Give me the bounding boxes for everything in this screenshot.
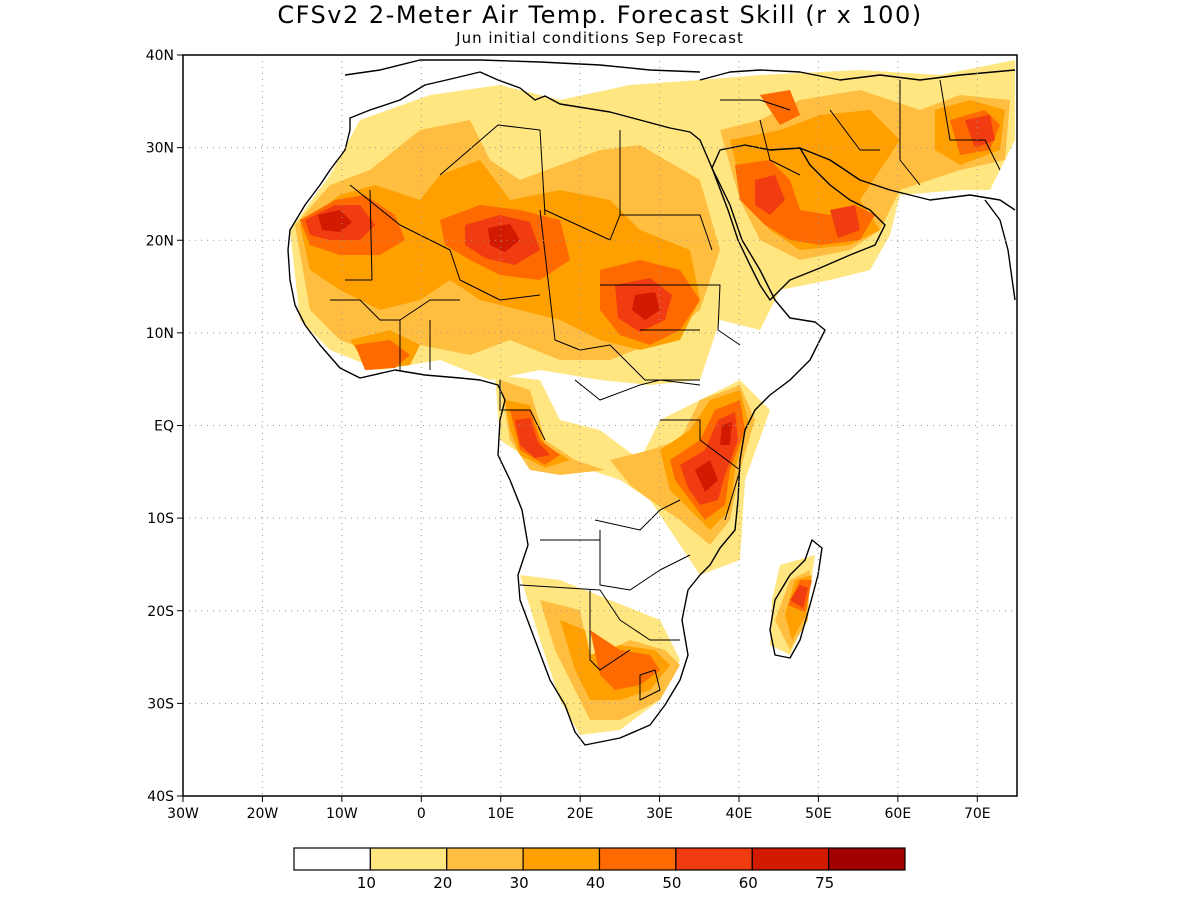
map-ticks [177, 54, 978, 802]
colorbar-swatch [522, 847, 601, 871]
colorbar-swatch [293, 847, 371, 871]
india-coastline [984, 199, 1016, 301]
lon-tick-label: 70E [964, 806, 991, 822]
lon-tick-label: 50E [805, 806, 832, 822]
colorbar-swatch [828, 847, 906, 871]
colorbar-swatch [675, 847, 753, 871]
lon-tick-label: 30E [646, 806, 673, 822]
lat-tick-label: 40S [147, 789, 174, 805]
lat-tick-label: 40N [146, 48, 174, 64]
lon-tick-label: 20E [567, 806, 594, 822]
coastline-outlines [287, 59, 1016, 746]
africa-coastline [287, 71, 826, 746]
country-borders [330, 79, 1001, 701]
lon-tick-label: 10W [326, 806, 358, 822]
colorbar-swatch [369, 847, 448, 871]
lon-tick-label: 20W [247, 806, 279, 822]
lat-tick-label: EQ [154, 419, 174, 435]
lat-tick-label: 20N [146, 233, 174, 249]
lon-tick-label: 0 [417, 806, 426, 822]
mediterranean-coastline [344, 59, 701, 76]
lat-tick-label: 10N [146, 326, 174, 342]
lat-tick-label: 30S [147, 696, 174, 712]
colorbar-label: 10 [357, 874, 376, 892]
colorbar-label: 50 [662, 874, 681, 892]
lon-tick-label: 30W [167, 806, 199, 822]
colorbar-swatch [751, 847, 830, 871]
lon-tick-label: 60E [885, 806, 912, 822]
map-title: CFSv2 2-Meter Air Temp. Forecast Skill (… [277, 1, 923, 29]
colorbar-swatch [598, 847, 677, 871]
lon-tick-label: 40E [726, 806, 753, 822]
lat-tick-label: 10S [147, 511, 174, 527]
colorbar-label: 30 [510, 874, 529, 892]
persian-gulf-coastline [799, 147, 1016, 211]
middle-east-coastline [699, 69, 1016, 81]
arabia-coastline [711, 144, 886, 301]
skill-level-60-75 [318, 210, 732, 492]
colorbar: 10 20 30 40 50 60 75 [293, 847, 906, 892]
map-subtitle: Jun initial conditions Sep Forecast [456, 29, 744, 47]
map-tick-labels: 30W 20W 10W 0 10E 20E 30E 40E 50E 60E 70E 40N 30N 20N… [146, 48, 991, 822]
colorbar-label: 60 [739, 874, 758, 892]
skill-shading [290, 60, 1015, 735]
colorbar-label: 20 [433, 874, 452, 892]
lat-tick-label: 20S [147, 604, 174, 620]
lat-tick-label: 30N [146, 141, 174, 157]
map-gridlines [183, 55, 1017, 796]
colorbar-swatch [446, 847, 524, 871]
colorbar-label: 75 [815, 874, 834, 892]
colorbar-label: 40 [586, 874, 605, 892]
lon-tick-label: 10E [487, 806, 514, 822]
madagascar-coastline [769, 539, 823, 659]
